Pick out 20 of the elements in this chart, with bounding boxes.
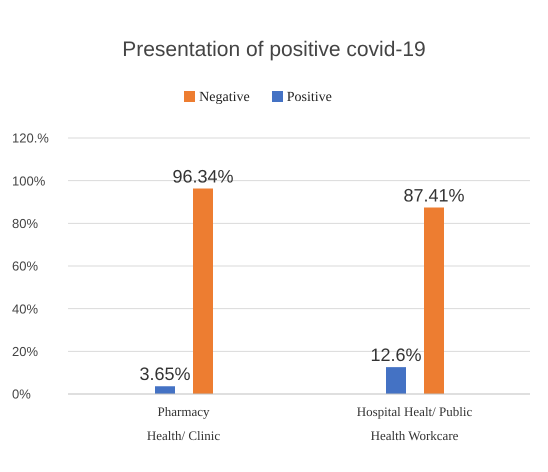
y-tick-label: 100% — [12, 173, 46, 188]
y-tick-label: 120.% — [12, 130, 50, 146]
data-label: 12.6% — [370, 345, 422, 366]
data-label: 3.65% — [139, 364, 191, 384]
y-tick-label: 80% — [12, 216, 38, 231]
chart-title: Presentation of positive covid-19 — [121, 37, 427, 63]
x-tick-label: Pharmacy Health/ Clinic — [146, 404, 220, 443]
bar — [386, 367, 406, 394]
y-tick-label: 20% — [12, 344, 38, 359]
bar — [424, 208, 444, 394]
y-tick-label: 40% — [12, 301, 38, 316]
legend-label: Negative — [199, 90, 250, 105]
data-label: 87.41% — [403, 186, 465, 206]
y-tick-label: 0% — [12, 386, 32, 402]
x-tick-label: Hospital Healt/ Public Health Workcare — [356, 404, 472, 443]
bar — [193, 188, 213, 394]
y-tick-label: 60% — [12, 258, 38, 274]
data-label: 96.34% — [172, 166, 234, 186]
legend-label: Positive — [286, 90, 332, 105]
bar — [155, 386, 175, 394]
